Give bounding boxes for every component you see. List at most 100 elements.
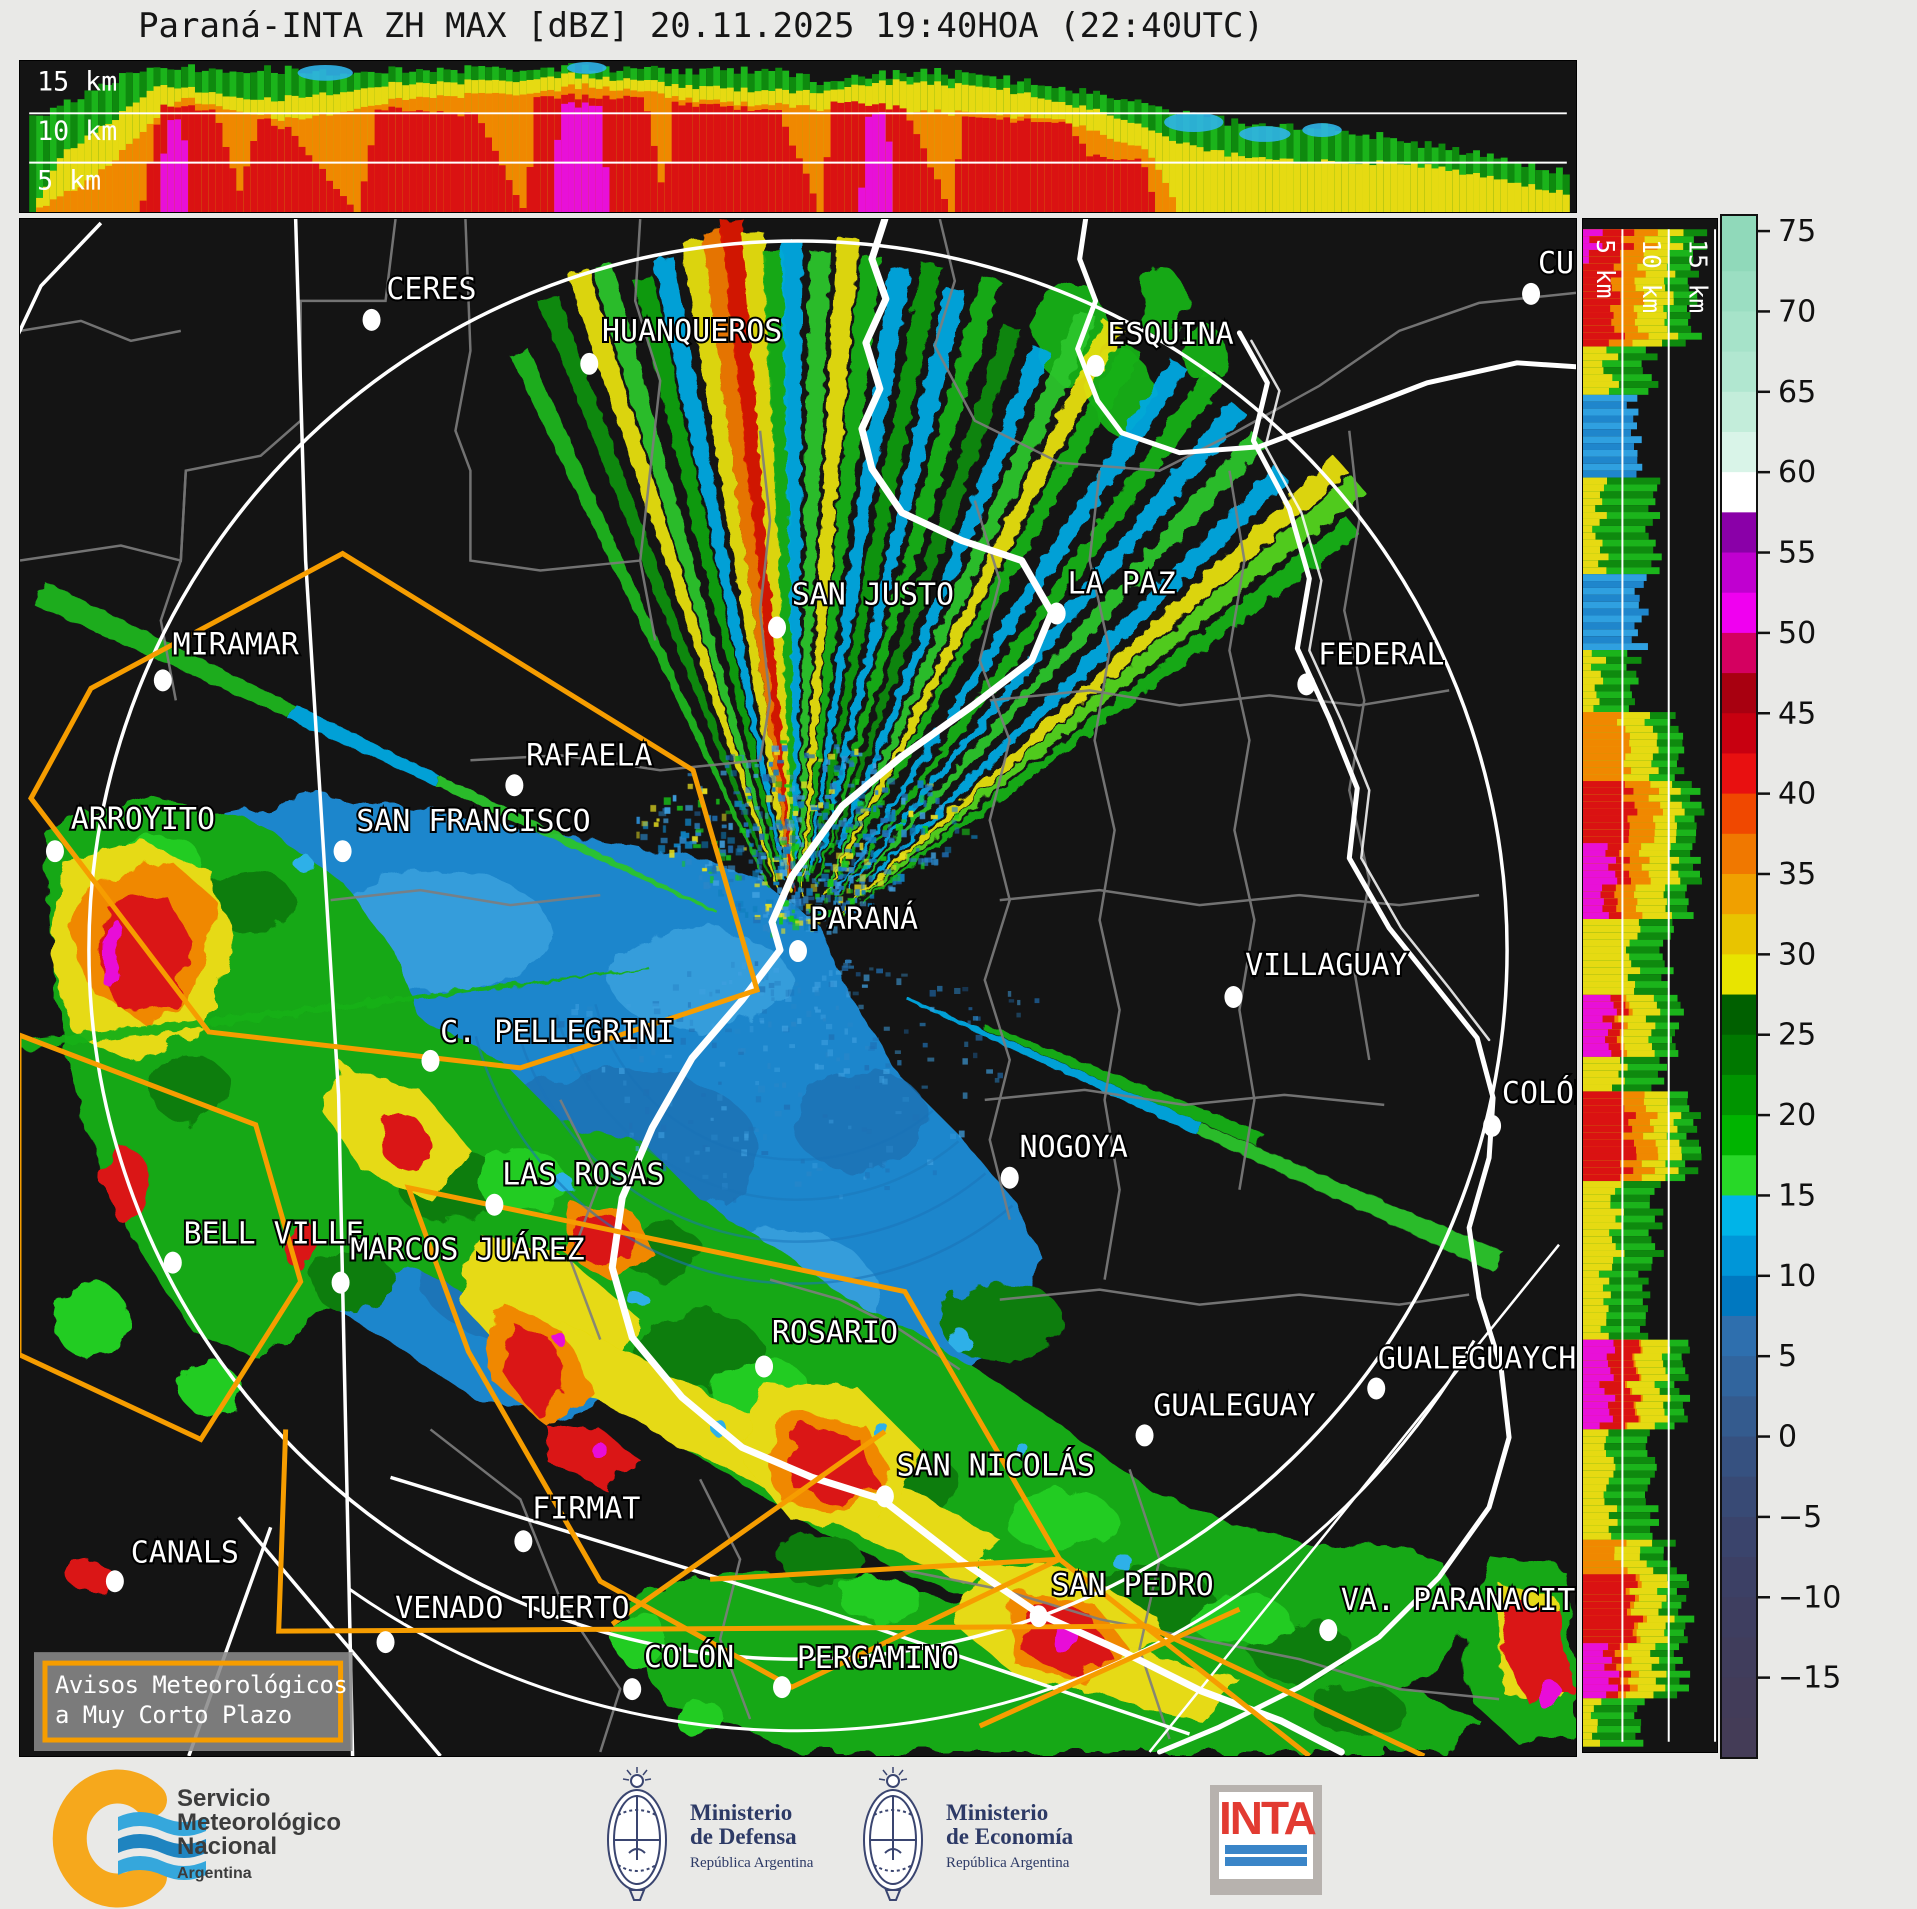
ns-height-label-15km: 15 km	[1683, 239, 1712, 313]
svg-text:50: 50	[1778, 616, 1816, 651]
city-label: SAN PEDRO	[1051, 1568, 1213, 1603]
city-label: VA. PARANACITO	[1341, 1583, 1576, 1618]
radar-interference-spokes	[20, 219, 1504, 1273]
svg-text:25: 25	[1778, 1018, 1816, 1053]
svg-text:35: 35	[1778, 857, 1816, 892]
city-label: ROSARIO	[772, 1316, 898, 1351]
svg-text:65: 65	[1778, 375, 1816, 410]
city-dot	[1319, 1619, 1338, 1642]
city-dot	[1086, 354, 1105, 377]
inta-wordmark: INTA	[1219, 1792, 1317, 1844]
city-label: SAN FRANCISCO	[356, 804, 590, 839]
svg-text:−15: −15	[1778, 1661, 1841, 1696]
city-label: ESQUINA	[1107, 317, 1233, 352]
svg-text:30: 30	[1778, 937, 1816, 972]
svg-text:−10: −10	[1778, 1580, 1841, 1615]
city-label: COLÓN	[644, 1638, 734, 1675]
city-dot	[875, 1485, 894, 1508]
city-label: ARROYITO	[71, 802, 215, 837]
svg-text:−5: −5	[1778, 1500, 1822, 1535]
city-label: MIRAMAR	[173, 627, 300, 662]
svg-text:70: 70	[1778, 294, 1816, 329]
city-dot	[505, 774, 524, 797]
ew-echo-profile	[29, 63, 1570, 212]
city-dot	[623, 1678, 642, 1701]
ns-cross-section-plot: 5 km 10 km 15 km	[1583, 229, 1717, 1747]
radar-map-plot: Avisos Meteorológicos a Muy Corto Plazo …	[20, 219, 1576, 1756]
smn-line2: Meteorológico	[177, 1809, 342, 1836]
city-dot	[580, 352, 599, 375]
city-markers: CERES HUANQUEROS ESQUINA CU SAN JUSTO LA PAZ F…	[45, 244, 1576, 1701]
height-label-15km: 15 km	[37, 67, 117, 98]
smn-wave2-icon	[118, 1834, 206, 1858]
city-label: SAN JUSTO	[792, 577, 954, 612]
warning-legend-box: Avisos Meteorológicos a Muy Corto Plazo	[33, 1652, 353, 1752]
city-dot	[789, 940, 807, 963]
city-dot	[1224, 986, 1243, 1008]
inta-bar-icon	[1225, 1845, 1307, 1854]
severe-weather-warning-polygons	[20, 550, 1426, 1756]
ew-cross-section-panel: 15 km 10 km 5 km	[19, 60, 1577, 213]
city-dot	[514, 1530, 533, 1553]
city-label: GUALEGUAYCHÚ	[1378, 1340, 1576, 1377]
city-dot	[1029, 1605, 1048, 1628]
city-dot	[105, 1570, 124, 1593]
svg-text:55: 55	[1778, 536, 1816, 571]
range-ring-echo-arcs	[474, 1004, 1014, 1285]
argentina-coat-of-arms-icon	[607, 1767, 667, 1901]
height-gridlines	[29, 112, 1567, 164]
city-label: CU	[1538, 246, 1574, 281]
city-label: BELL VILLE	[184, 1217, 364, 1252]
city-dot	[45, 840, 64, 863]
city-dot	[768, 616, 787, 639]
svg-text:40: 40	[1778, 777, 1816, 812]
smn-wave1-icon	[118, 1812, 206, 1836]
city-label: PARANÁ	[810, 901, 918, 937]
height-gridlines-ns	[1621, 229, 1717, 1742]
economia-line3: República Argentina	[946, 1855, 1070, 1871]
city-label: CANALS	[131, 1535, 239, 1570]
economia-logo: Ministerio de Economía República Argenti…	[852, 1765, 1152, 1909]
city-label: CERES	[386, 272, 476, 307]
inta-logo: INTA	[1210, 1785, 1322, 1895]
svg-text:10: 10	[1778, 1259, 1816, 1294]
city-label: COLÓN	[1502, 1074, 1576, 1111]
city-dot	[153, 669, 172, 692]
smn-c-icon	[52, 1769, 167, 1908]
defensa-logo: Ministerio de Defensa República Argentin…	[596, 1765, 856, 1909]
city-dot	[1297, 673, 1316, 696]
inta-bar-icon	[1225, 1857, 1307, 1866]
city-label: PERGAMINO	[797, 1641, 959, 1676]
smn-logo-icon	[52, 1769, 206, 1908]
city-dot	[362, 308, 381, 331]
city-label: SAN NICOLÁS	[897, 1447, 1095, 1483]
inta-logo-inner: INTA	[1219, 1792, 1317, 1879]
city-dot	[1135, 1424, 1154, 1447]
city-label: GUALEGUAY	[1153, 1388, 1315, 1423]
ns-height-label-5km: 5 km	[1591, 239, 1620, 298]
city-dot	[331, 1271, 350, 1294]
city-dot	[421, 1049, 440, 1072]
smn-line3: Nacional	[177, 1833, 278, 1860]
rivers	[608, 219, 1576, 1756]
defensa-line3: República Argentina	[690, 1855, 814, 1871]
economia-line2: de Economía	[946, 1824, 1074, 1849]
city-dot	[1483, 1114, 1502, 1137]
argentina-coat-of-arms-icon	[863, 1767, 923, 1901]
city-label: FEDERAL	[1318, 637, 1444, 672]
department-borders	[20, 219, 1576, 1753]
city-label: NOGOYA	[1020, 1130, 1128, 1165]
city-label: LA PAZ	[1067, 567, 1175, 602]
footer-logos: Servicio Meteorológico Nacional Argentin…	[0, 1765, 1917, 1909]
dbz-colorbar: 75 70 65 60 55 50 45 40 35 30 25 20 15 10 5 0 −5 −10 −15	[1714, 205, 1917, 1780]
svg-text:20: 20	[1778, 1098, 1816, 1133]
city-dot	[376, 1631, 395, 1654]
city-dot	[163, 1251, 182, 1274]
economia-line1: Ministerio	[946, 1800, 1049, 1825]
city-dot	[1000, 1166, 1019, 1189]
city-label: RAFAELA	[526, 738, 652, 773]
defensa-line2: de Defensa	[690, 1824, 797, 1849]
smn-country: Argentina	[177, 1865, 252, 1882]
